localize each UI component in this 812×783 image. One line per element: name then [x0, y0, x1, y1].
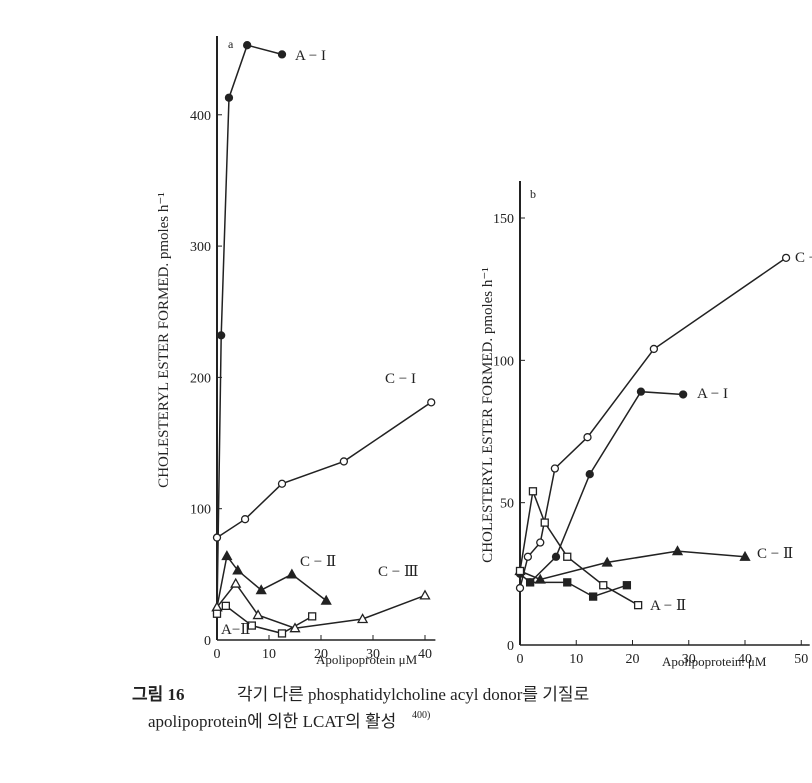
- x-tick-label: 40: [738, 652, 752, 667]
- x-tick-label: 20: [626, 652, 640, 667]
- marker: [286, 568, 298, 579]
- marker: [255, 584, 267, 595]
- x-tick-label: 50: [794, 652, 808, 667]
- x-tick-label: 10: [569, 652, 583, 667]
- marker: [550, 464, 560, 473]
- series-line: [216, 44, 283, 614]
- x-tick-label: 30: [682, 652, 696, 667]
- y-tick-label: 100: [190, 503, 211, 518]
- marker: [339, 457, 349, 466]
- marker: [671, 545, 684, 556]
- series-label: C − Ⅲ: [378, 564, 418, 580]
- marker: [419, 589, 431, 600]
- y-tick-label: 200: [190, 371, 211, 386]
- marker: [212, 609, 222, 618]
- series-label: C − Ⅱ: [757, 546, 793, 562]
- marker: [243, 41, 252, 50]
- marker: [528, 487, 538, 496]
- marker: [277, 629, 287, 638]
- marker: [588, 592, 598, 601]
- marker: [523, 552, 533, 561]
- marker: [232, 564, 244, 575]
- marker: [540, 518, 549, 527]
- marker: [781, 253, 791, 263]
- marker: [247, 621, 256, 630]
- y-tick-label: 0: [204, 634, 211, 649]
- panel-label: a: [228, 37, 234, 51]
- marker: [277, 50, 287, 59]
- y-tick-label: 400: [190, 109, 211, 124]
- series-label: A − Ⅱ: [650, 598, 686, 614]
- x-axis-label: Apolipoprotein μM: [316, 652, 418, 667]
- marker: [224, 93, 234, 102]
- series-label: C − I: [385, 371, 416, 387]
- y-tick-label: 300: [190, 240, 211, 255]
- marker: [525, 578, 535, 587]
- series-label: C − Ⅱ: [300, 554, 336, 570]
- x-axis-label: Apolipoprotein. μM: [662, 654, 767, 669]
- series-label: C − I: [795, 250, 812, 266]
- marker: [221, 601, 230, 611]
- x-tick-label: 0: [214, 647, 221, 662]
- marker: [252, 609, 264, 620]
- marker: [212, 533, 222, 542]
- marker: [427, 398, 436, 407]
- marker: [563, 552, 572, 561]
- marker: [636, 387, 646, 396]
- caption-line: apolipoprotein에 의한 LCAT의 활성: [148, 712, 396, 731]
- y-tick-label: 0: [507, 639, 514, 654]
- marker: [622, 581, 632, 590]
- series-label: A − I: [295, 48, 326, 64]
- series-label: A − I: [697, 386, 728, 402]
- caption-ref: 400): [412, 710, 430, 721]
- series-line: [519, 488, 639, 606]
- series-line: [216, 554, 327, 608]
- marker: [217, 331, 226, 340]
- marker: [277, 479, 287, 488]
- marker: [678, 390, 688, 399]
- marker: [599, 581, 608, 590]
- marker: [739, 550, 751, 561]
- marker: [585, 470, 594, 479]
- x-tick-label: 40: [418, 647, 432, 662]
- marker: [534, 573, 546, 584]
- marker: [515, 583, 525, 593]
- y-axis-label: CHOLESTERYL ESTER FORMED. pmoles h⁻¹: [480, 267, 496, 563]
- x-tick-label: 30: [366, 647, 380, 662]
- x-tick-label: 10: [262, 647, 276, 662]
- caption-figure: 그림 16: [132, 685, 185, 704]
- series-label: A−Ⅱ: [221, 622, 251, 638]
- marker: [289, 622, 301, 633]
- series-line: [216, 401, 432, 539]
- y-tick-label: 50: [500, 497, 514, 512]
- marker: [551, 552, 561, 561]
- marker: [536, 538, 545, 547]
- marker: [601, 556, 613, 567]
- series-line: [519, 257, 787, 589]
- marker: [308, 612, 317, 621]
- marker: [633, 600, 643, 610]
- y-tick-label: 100: [493, 354, 514, 369]
- marker: [583, 433, 592, 442]
- marker: [356, 613, 369, 624]
- x-tick-label: 0: [517, 652, 524, 667]
- marker: [563, 578, 572, 587]
- y-axis-label: CHOLESTERYL ESTER FORMED. pmoles h⁻¹: [156, 192, 172, 488]
- panel-label: b: [530, 187, 536, 201]
- series-line: [530, 581, 628, 598]
- y-tick-label: 150: [493, 212, 514, 227]
- x-tick-label: 20: [314, 647, 328, 662]
- marker: [230, 577, 242, 588]
- marker: [221, 550, 233, 561]
- marker: [649, 344, 659, 354]
- marker: [240, 515, 250, 524]
- marker: [320, 594, 332, 605]
- caption-line: 각기 다른 phosphatidylcholine acyl donor를 기질…: [237, 685, 589, 704]
- marker: [515, 566, 525, 576]
